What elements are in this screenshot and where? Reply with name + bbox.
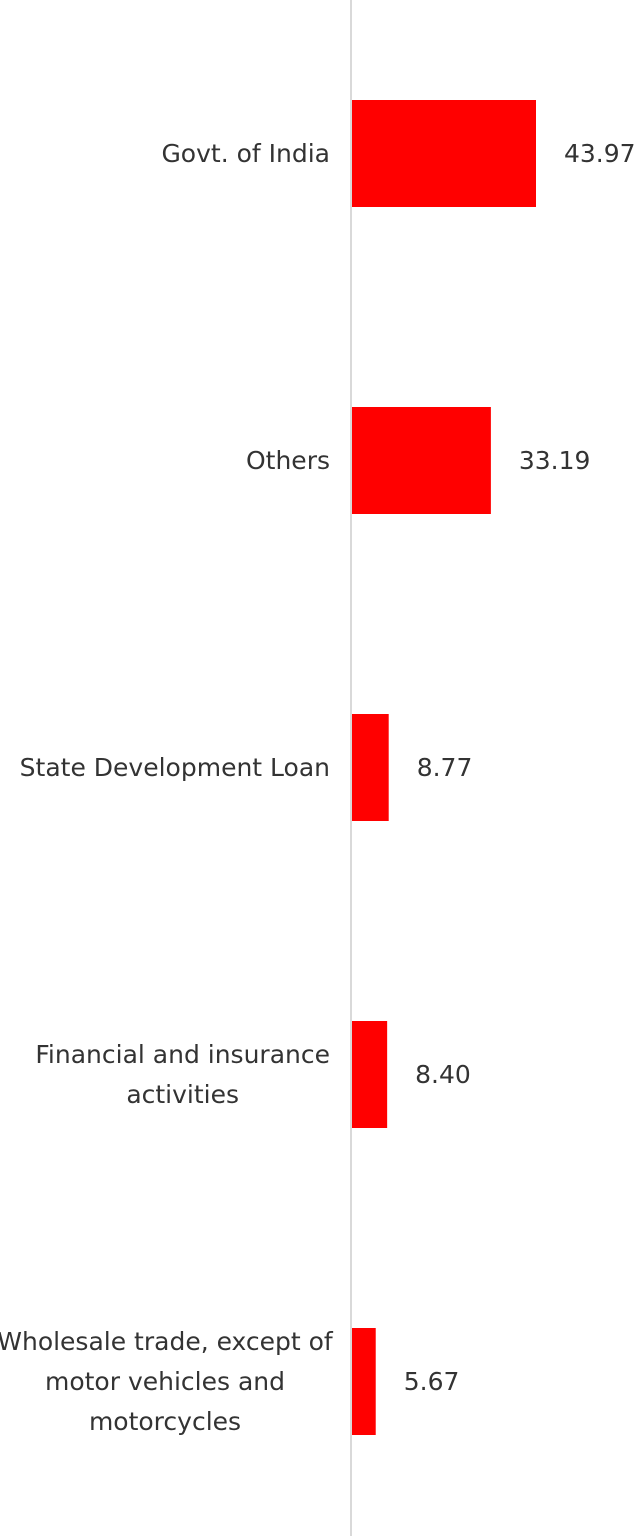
category-label-line: activities — [126, 1080, 239, 1109]
category-label: Govt. of India — [161, 139, 330, 168]
category-label: Financial and insurance activities — [35, 1040, 330, 1109]
value-label: 5.67 — [404, 1367, 460, 1396]
category-label-line: motor vehicles and — [45, 1367, 285, 1396]
category-label: Wholesale trade, except of motor vehicles… — [0, 1327, 334, 1436]
bar — [352, 100, 536, 207]
bar — [352, 1328, 376, 1435]
category-label: State Development Loan — [20, 753, 330, 782]
category-label-line: Financial and insurance — [35, 1040, 330, 1069]
category-label: Others — [246, 446, 330, 475]
value-labels-group: 43.97 33.19 8.77 8.40 5.67 — [404, 139, 636, 1396]
bar — [352, 714, 389, 821]
category-label-line: Others — [246, 446, 330, 475]
category-label-line: motorcycles — [89, 1407, 241, 1436]
value-label: 8.77 — [417, 753, 473, 782]
bar — [352, 407, 491, 514]
category-label-line: Govt. of India — [161, 139, 330, 168]
category-label-line: Wholesale trade, except of — [0, 1327, 334, 1356]
value-label: 33.19 — [519, 446, 591, 475]
value-label: 43.97 — [564, 139, 636, 168]
category-labels-group: Govt. of India Others State Development Lo… — [0, 139, 334, 1436]
category-label-line: State Development Loan — [20, 753, 330, 782]
value-label: 8.40 — [415, 1060, 471, 1089]
bars-group — [352, 100, 536, 1435]
bar — [352, 1021, 388, 1128]
